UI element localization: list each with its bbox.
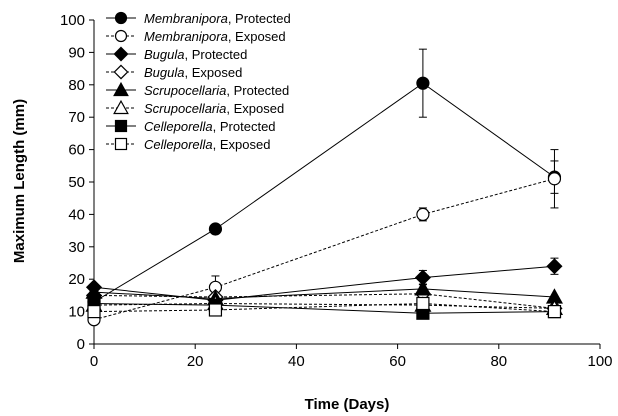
y-tick-label: 50 xyxy=(68,174,85,191)
legend-entry: Celleporella, Exposed xyxy=(106,137,270,152)
data-point xyxy=(416,76,430,90)
legend-marker xyxy=(113,99,129,115)
y-tick-label: 60 xyxy=(68,142,85,159)
legend-label: Membranipora, Exposed xyxy=(144,29,286,44)
y-tick-label: 90 xyxy=(68,44,85,61)
legend-entry: Membranipora, Exposed xyxy=(106,29,286,44)
legend-marker xyxy=(113,64,129,80)
plot-area xyxy=(85,48,563,327)
legend-entry: Bugula, Protected xyxy=(106,46,247,62)
legend-marker xyxy=(114,29,128,43)
series-line xyxy=(93,303,555,314)
legend-marker xyxy=(114,11,128,25)
y-tick-label: 80 xyxy=(68,77,85,94)
axes: 0 10 20 30 40 50 60 70 80 90 100 0 20 40 60 80 100 xyxy=(60,12,613,370)
series-line xyxy=(93,302,555,313)
data-point xyxy=(416,296,430,311)
x-tick-label: 20 xyxy=(187,353,204,370)
data-point xyxy=(547,305,562,319)
x-tick-label: 40 xyxy=(288,353,305,370)
y-tick-label: 0 xyxy=(77,336,85,353)
legend: Membranipora, Protected Membranipora, Exp… xyxy=(106,11,291,152)
data-point xyxy=(547,172,562,186)
series-bugula-protected xyxy=(85,257,563,309)
y-tick-label: 70 xyxy=(68,109,85,126)
legend-entry: Membranipora, Protected xyxy=(106,11,291,26)
data-point xyxy=(208,222,223,236)
data-point xyxy=(87,305,101,319)
series-line xyxy=(93,288,555,300)
legend-label: Celleporella, Protected xyxy=(144,119,276,134)
data-point xyxy=(414,280,432,296)
x-tick-label: 0 xyxy=(90,353,98,370)
series-line xyxy=(93,178,555,321)
x-tick-label: 60 xyxy=(389,353,406,370)
data-point xyxy=(416,207,430,221)
y-tick-label: 30 xyxy=(68,239,85,256)
x-tick-label: 80 xyxy=(490,353,507,370)
series-line xyxy=(93,265,555,301)
x-tick-label: 100 xyxy=(587,353,612,370)
legend-label: Celleporella, Exposed xyxy=(144,137,270,152)
series-membranipora-exposed xyxy=(87,149,562,327)
y-axis-title: Maximum Length (mm) xyxy=(11,99,28,263)
data-point xyxy=(546,258,563,275)
legend-entry: Scrupocellaria, Protected xyxy=(106,81,289,98)
data-point xyxy=(208,303,223,317)
legend-entry: Scrupocellaria, Exposed xyxy=(106,99,284,116)
legend-label: Bugula, Exposed xyxy=(144,65,242,80)
legend-marker xyxy=(114,137,128,151)
legend-entry: Celleporella, Protected xyxy=(106,119,276,134)
series-line xyxy=(93,293,555,309)
series-bugula-exposed xyxy=(85,285,563,317)
series-scrupocellaria-exposed xyxy=(85,294,563,315)
y-tick-label: 10 xyxy=(68,304,85,321)
legend-label: Membranipora, Protected xyxy=(144,11,291,26)
legend-marker xyxy=(113,81,129,97)
legend-marker xyxy=(114,119,128,133)
legend-marker xyxy=(113,46,129,62)
legend-label: Scrupocellaria, Protected xyxy=(144,83,289,98)
y-tick-label: 20 xyxy=(68,271,85,288)
legend-label: Bugula, Protected xyxy=(144,47,247,62)
series-celleporella-exposed xyxy=(87,296,562,319)
y-tick-label: 100 xyxy=(60,12,85,29)
series-line xyxy=(93,82,555,303)
legend-entry: Bugula, Exposed xyxy=(106,64,242,80)
x-axis-title: Time (Days) xyxy=(305,396,390,413)
legend-label: Scrupocellaria, Exposed xyxy=(144,101,284,116)
y-tick-label: 40 xyxy=(68,206,85,223)
